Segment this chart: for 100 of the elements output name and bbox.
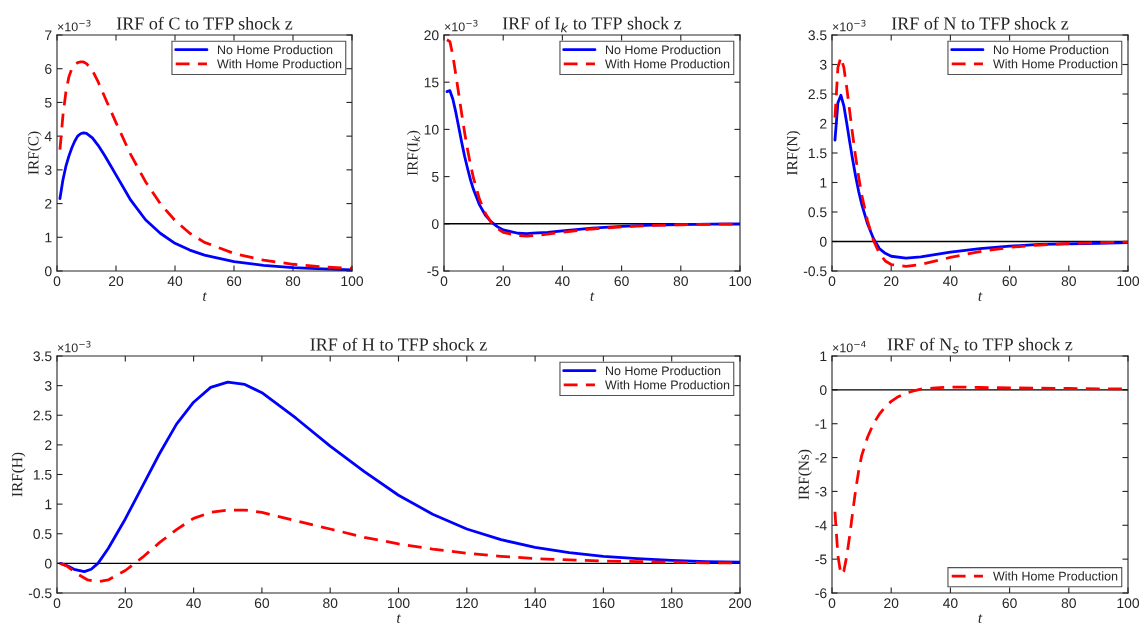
y-tick-label: 3.5 bbox=[808, 30, 827, 41]
y-tick-label: 2.5 bbox=[33, 410, 52, 421]
chart-title: IRF of N to TFP shock z bbox=[891, 16, 1069, 30]
x-tick-label: 100 bbox=[1117, 276, 1139, 287]
legend-label: No Home Production bbox=[993, 45, 1109, 55]
x-tick-label: 100 bbox=[729, 276, 752, 287]
x-tick-label: 40 bbox=[943, 598, 958, 609]
x-tick-label: 80 bbox=[1061, 276, 1076, 287]
legend-label: No Home Production bbox=[605, 366, 721, 376]
y-axis-title: IRF(C) bbox=[27, 131, 42, 175]
y-tick-label: 6 bbox=[45, 64, 52, 74]
chart-title: IRF of C to TFP shock z bbox=[116, 16, 293, 30]
y-tick-label: -4 bbox=[815, 520, 827, 531]
x-tick-label: 40 bbox=[186, 598, 201, 609]
x-axis-title: t bbox=[203, 292, 207, 301]
y-tick-label: -3 bbox=[815, 486, 827, 497]
x-tick-label: 0 bbox=[53, 276, 61, 287]
x-tick-label: 80 bbox=[673, 276, 688, 287]
x-tick-label: 200 bbox=[729, 598, 752, 609]
x-axis-title: t bbox=[978, 614, 983, 623]
x-tick-label: 20 bbox=[118, 598, 133, 609]
line-series bbox=[833, 56, 1128, 268]
x-tick-label: 60 bbox=[1002, 598, 1017, 609]
chart-title: IRF of N$_{s}$ to TFP shock z bbox=[887, 337, 1073, 354]
chart-title: IRF of I$_{k}$ to TFP shock z bbox=[502, 16, 682, 33]
x-tick-label: 20 bbox=[496, 276, 511, 287]
text: ×10$^{−3}$ bbox=[832, 19, 866, 32]
y-tick-label: 20 bbox=[424, 30, 439, 41]
legend-label: No Home Production bbox=[605, 45, 721, 55]
y-tick-label: 5 bbox=[44, 97, 52, 108]
y-tick-label: 5 bbox=[431, 172, 439, 182]
y-tick-label: 0.5 bbox=[808, 207, 827, 218]
x-tick-label: 0 bbox=[53, 598, 61, 609]
y-tick-label: -6 bbox=[815, 588, 827, 599]
y-tick-label: 3 bbox=[44, 165, 52, 176]
y-axis-title: IRF(Ns) bbox=[798, 449, 813, 500]
y-tick-label: 0.5 bbox=[33, 529, 52, 539]
x-tick-label: 40 bbox=[555, 276, 570, 287]
y-tick-label: 7 bbox=[45, 30, 52, 41]
legend-label: No Home Production bbox=[217, 45, 333, 55]
x-axis-title: t bbox=[590, 292, 595, 301]
x-tick-label: 100 bbox=[387, 598, 410, 609]
y-tick-label: 0 bbox=[431, 219, 439, 229]
x-axis-title: t bbox=[397, 614, 401, 623]
legend-label: With Home Production bbox=[605, 380, 730, 390]
legend-label: With Home Production bbox=[605, 59, 730, 69]
x-tick-label: 60 bbox=[614, 276, 629, 287]
y-tick-label: 3 bbox=[819, 59, 827, 70]
text: ×10$^{−3}$ bbox=[444, 19, 478, 32]
x-tick-label: 80 bbox=[323, 598, 338, 609]
y-tick-label: 1 bbox=[45, 232, 52, 243]
x-tick-label: 80 bbox=[285, 276, 301, 287]
y-tick-label: -5 bbox=[815, 554, 827, 565]
y-tick-label: 15 bbox=[424, 77, 439, 88]
y-tick-label: 0 bbox=[44, 558, 52, 569]
y-tick-label: 2 bbox=[820, 118, 827, 129]
line-series bbox=[59, 380, 740, 574]
x-tick-label: 60 bbox=[226, 276, 242, 287]
y-tick-label: 3 bbox=[44, 380, 52, 391]
y-tick-label: 1 bbox=[45, 499, 52, 510]
text: ×10$^{−3}$ bbox=[57, 19, 91, 32]
y-tick-label: 0 bbox=[44, 266, 52, 277]
y-tick-label: 3.5 bbox=[33, 351, 52, 362]
y-tick-label: 0 bbox=[819, 385, 827, 396]
y-tick-label: 2 bbox=[45, 198, 52, 209]
x-tick-label: 20 bbox=[884, 598, 899, 609]
y-tick-label: -0.5 bbox=[28, 588, 52, 599]
y-tick-label: 1 bbox=[820, 177, 827, 188]
x-tick-label: 40 bbox=[943, 276, 958, 287]
x-tick-label: 140 bbox=[524, 598, 547, 609]
y-tick-label: 2.5 bbox=[808, 89, 827, 100]
legend-label: With Home Production bbox=[217, 59, 342, 69]
y-tick-label: -0.5 bbox=[803, 266, 827, 277]
x-tick-label: 20 bbox=[884, 276, 899, 287]
y-tick-label: 2 bbox=[45, 440, 52, 450]
y-tick-label: -5 bbox=[427, 266, 439, 277]
x-tick-label: 120 bbox=[456, 598, 478, 609]
x-tick-label: 60 bbox=[1002, 276, 1017, 287]
y-tick-label: -2 bbox=[815, 452, 827, 463]
x-tick-label: 100 bbox=[1117, 598, 1139, 609]
x-tick-label: 160 bbox=[592, 598, 615, 609]
text: ×10$^{−4}$ bbox=[832, 340, 866, 353]
x-tick-label: 20 bbox=[108, 276, 124, 287]
x-tick-label: 0 bbox=[828, 598, 836, 609]
x-tick-label: 180 bbox=[661, 598, 683, 609]
y-tick-label: 0 bbox=[819, 236, 827, 247]
text: ×10$^{−3}$ bbox=[57, 340, 91, 353]
x-tick-label: 100 bbox=[341, 276, 364, 287]
x-axis-title: t bbox=[978, 292, 983, 301]
legend-label: With Home Production bbox=[993, 571, 1118, 581]
y-tick-label: 4 bbox=[44, 131, 52, 142]
chart-title: IRF of H to TFP shock z bbox=[310, 337, 487, 351]
x-tick-label: 40 bbox=[167, 276, 183, 287]
x-tick-label: 0 bbox=[828, 276, 836, 287]
x-tick-label: 60 bbox=[254, 598, 270, 609]
y-axis-title: IRF(N) bbox=[786, 131, 801, 175]
y-axis-title: IRF(H) bbox=[11, 452, 26, 497]
legend-label: With Home Production bbox=[993, 59, 1118, 69]
y-tick-label: 1.5 bbox=[808, 148, 827, 159]
y-tick-label: 1 bbox=[820, 351, 827, 362]
